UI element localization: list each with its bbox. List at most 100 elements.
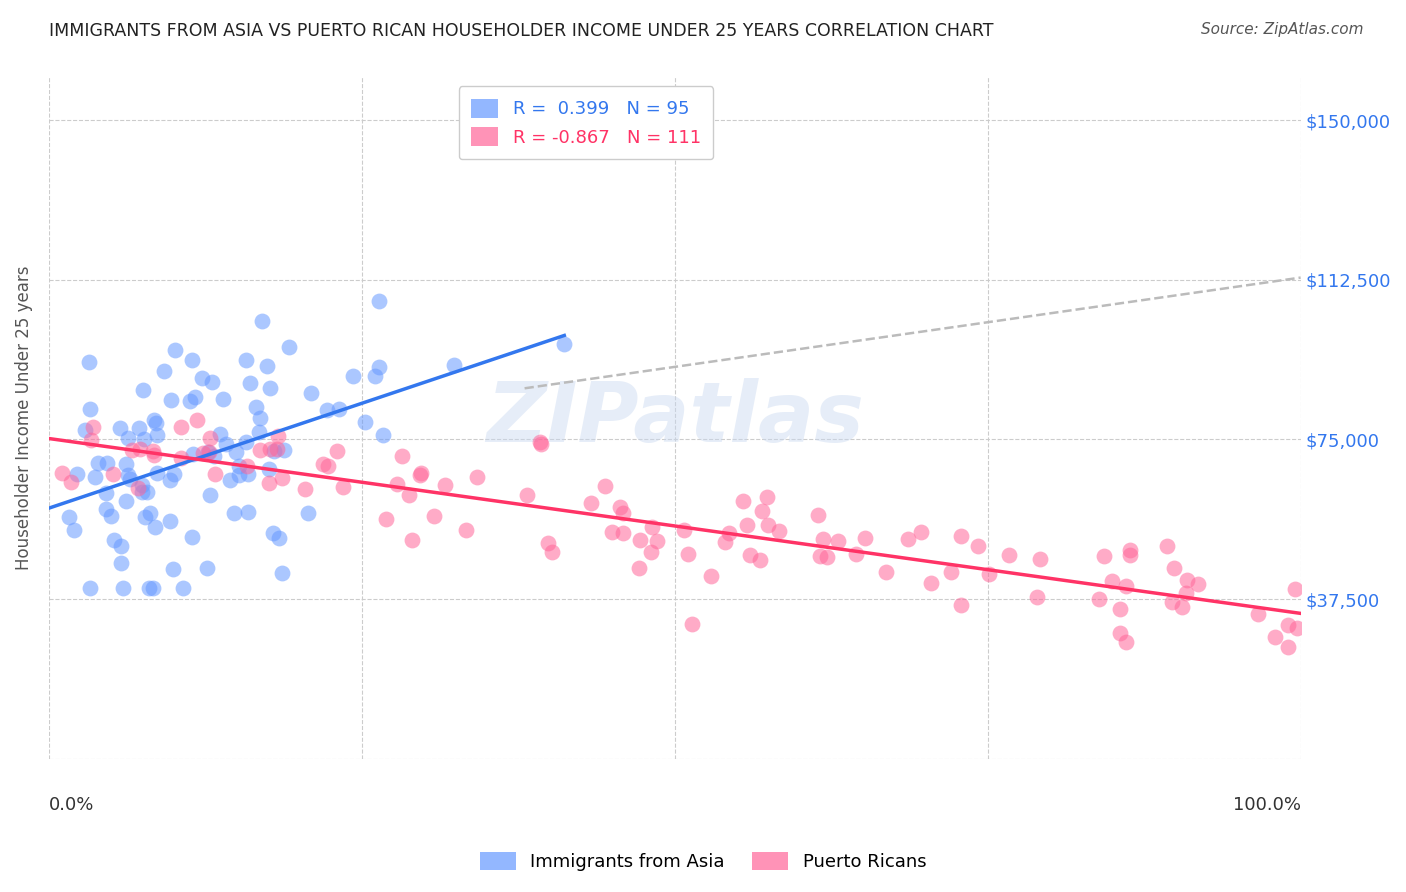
- Point: [1028, 552, 1050, 566]
- Point: [749, 553, 772, 567]
- Point: [224, 506, 246, 520]
- Point: [465, 470, 488, 484]
- Point: [235, 434, 257, 449]
- Point: [676, 547, 699, 561]
- Point: [1109, 602, 1132, 616]
- Point: [112, 582, 135, 596]
- Point: [529, 435, 551, 450]
- Point: [325, 444, 347, 458]
- Point: [640, 520, 662, 534]
- Point: [579, 496, 602, 510]
- Point: [118, 472, 141, 486]
- Point: [672, 524, 695, 538]
- Point: [181, 447, 204, 461]
- Point: [235, 353, 257, 368]
- Point: [191, 370, 214, 384]
- Point: [132, 383, 155, 397]
- Point: [391, 449, 413, 463]
- Point: [270, 566, 292, 581]
- Point: [87, 456, 110, 470]
- Point: [845, 547, 868, 561]
- Point: [645, 534, 668, 549]
- Point: [612, 506, 634, 520]
- Point: [146, 428, 169, 442]
- Point: [939, 566, 962, 580]
- Point: [131, 484, 153, 499]
- Point: [920, 575, 942, 590]
- Point: [66, 467, 89, 481]
- Point: [815, 549, 838, 564]
- Point: [108, 421, 131, 435]
- Point: [215, 437, 238, 451]
- Point: [51, 467, 73, 481]
- Point: [84, 469, 107, 483]
- Point: [316, 458, 339, 473]
- Point: [143, 413, 166, 427]
- Point: [328, 402, 350, 417]
- Point: [768, 524, 790, 538]
- Point: [1174, 586, 1197, 600]
- Point: [1175, 573, 1198, 587]
- Point: [162, 562, 184, 576]
- Point: [332, 481, 354, 495]
- Point: [169, 420, 191, 434]
- Point: [247, 425, 270, 439]
- Point: [1277, 617, 1299, 632]
- Point: [228, 468, 250, 483]
- Point: [297, 506, 319, 520]
- Point: [249, 410, 271, 425]
- Point: [198, 445, 221, 459]
- Point: [132, 432, 155, 446]
- Point: [735, 518, 758, 533]
- Point: [367, 293, 389, 308]
- Point: [250, 314, 273, 328]
- Point: [411, 466, 433, 480]
- Point: [100, 509, 122, 524]
- Point: [228, 458, 250, 473]
- Point: [165, 343, 187, 357]
- Point: [136, 484, 159, 499]
- Point: [202, 449, 225, 463]
- Point: [103, 533, 125, 547]
- Point: [103, 467, 125, 481]
- Point: [1115, 635, 1137, 649]
- Point: [145, 416, 167, 430]
- Point: [602, 524, 624, 539]
- Point: [755, 490, 778, 504]
- Point: [875, 565, 897, 579]
- Legend: R =  0.399   N = 95, R = -0.867   N = 111: R = 0.399 N = 95, R = -0.867 N = 111: [458, 87, 713, 160]
- Point: [169, 450, 191, 465]
- Point: [249, 443, 271, 458]
- Point: [401, 533, 423, 548]
- Point: [443, 358, 465, 372]
- Text: 100.0%: 100.0%: [1233, 797, 1301, 814]
- Point: [131, 477, 153, 491]
- Point: [910, 524, 932, 539]
- Point: [197, 444, 219, 458]
- Point: [269, 531, 291, 545]
- Point: [966, 539, 988, 553]
- Point: [262, 526, 284, 541]
- Point: [949, 529, 972, 543]
- Point: [259, 462, 281, 476]
- Point: [342, 368, 364, 383]
- Point: [139, 506, 162, 520]
- Point: [266, 442, 288, 456]
- Point: [537, 536, 560, 550]
- Point: [198, 487, 221, 501]
- Point: [530, 437, 553, 451]
- Legend: Immigrants from Asia, Puerto Ricans: Immigrants from Asia, Puerto Ricans: [472, 845, 934, 879]
- Point: [184, 390, 207, 404]
- Point: [73, 423, 96, 437]
- Point: [138, 582, 160, 596]
- Point: [640, 544, 662, 558]
- Point: [682, 616, 704, 631]
- Point: [811, 532, 834, 546]
- Point: [80, 434, 103, 448]
- Point: [204, 467, 226, 482]
- Point: [700, 568, 723, 582]
- Point: [163, 467, 186, 481]
- Text: Source: ZipAtlas.com: Source: ZipAtlas.com: [1201, 22, 1364, 37]
- Point: [364, 369, 387, 384]
- Point: [79, 401, 101, 416]
